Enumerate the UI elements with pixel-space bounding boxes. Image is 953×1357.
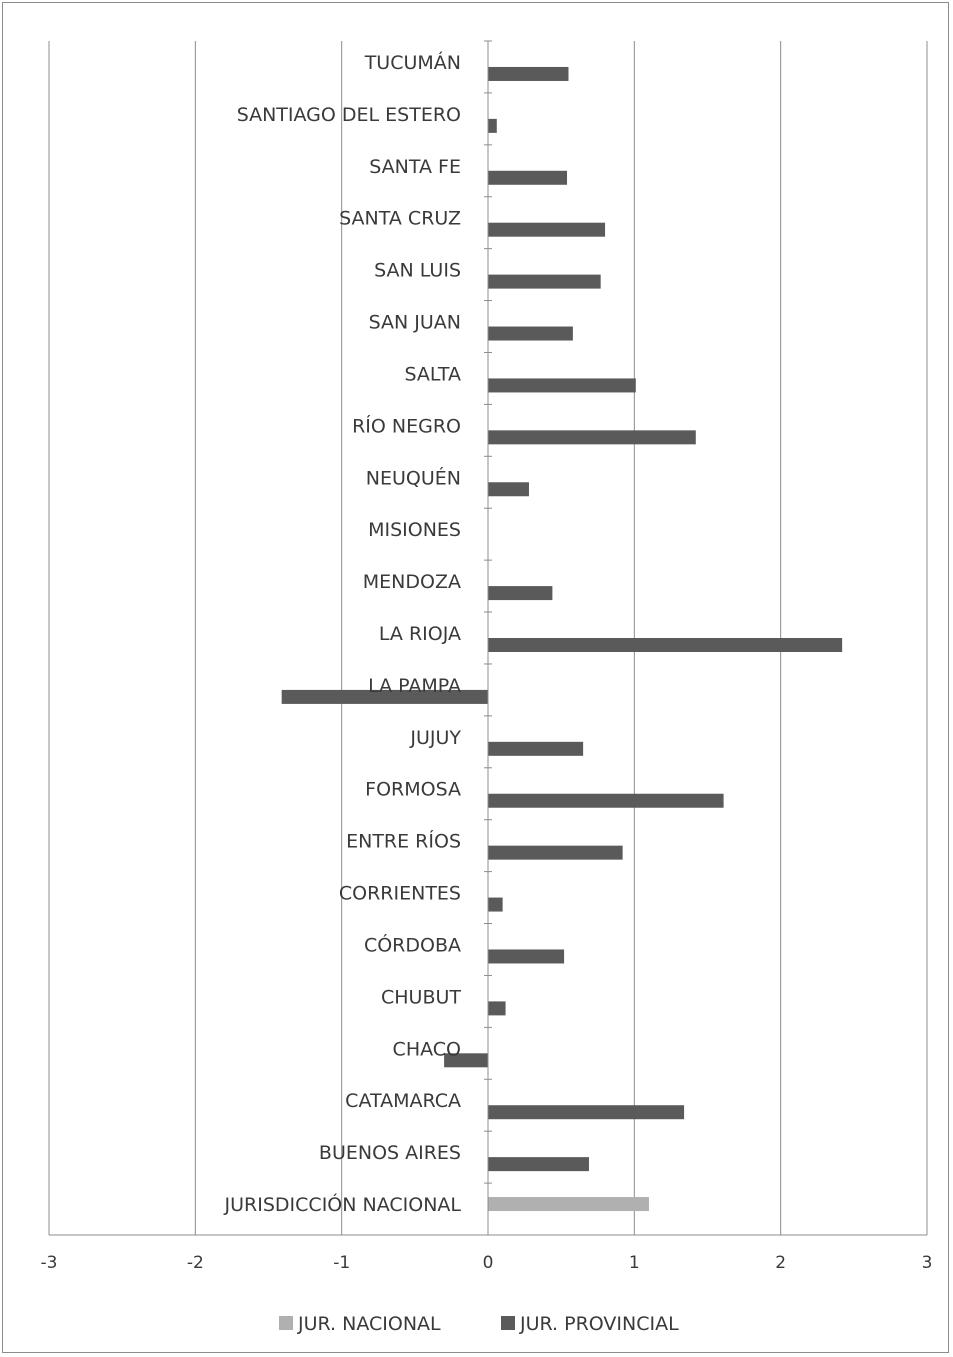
x-tick-label-2: -1: [333, 1253, 350, 1273]
bar-jur-provincial-cordoba: [488, 949, 565, 964]
legend-label-jur-provincial: JUR. PROVINCIAL: [519, 1313, 679, 1335]
category-label-santa-fe: SANTA FE: [369, 156, 461, 178]
x-tick-label-3: 0: [483, 1253, 494, 1273]
category-label-santa-cruz: SANTA CRUZ: [339, 208, 461, 230]
bar-jur-provincial-neuquen: [488, 482, 529, 497]
x-tick-label-6: 3: [922, 1253, 933, 1273]
bar-jur-nacional-jurisdiccion-nacional: [488, 1197, 649, 1212]
legend-swatch-jur-nacional: [279, 1316, 293, 1330]
bar-jur-provincial-san-luis: [488, 274, 601, 289]
category-label-rio-negro: RÍO NEGRO: [352, 414, 461, 437]
bar-jur-provincial-la-pampa: [281, 689, 488, 704]
bar-jur-provincial-corrientes: [488, 897, 503, 912]
legend-label-jur-nacional: JUR. NACIONAL: [297, 1313, 441, 1335]
x-tick-label-0: -3: [41, 1253, 58, 1273]
bar-jur-provincial-catamarca: [488, 1105, 685, 1120]
bar-jur-provincial-formosa: [488, 793, 724, 808]
bar-jur-provincial-mendoza: [488, 586, 553, 601]
x-tick-label-1: -2: [187, 1253, 204, 1273]
legend: JUR. NACIONAL JUR. PROVINCIAL: [279, 1313, 679, 1335]
x-tick-label-5: 2: [775, 1253, 786, 1273]
category-label-jujuy: JUJUY: [409, 727, 461, 749]
bars: [281, 66, 843, 1212]
bar-jur-provincial-santa-fe: [488, 170, 568, 185]
x-tick-labels: -3 -2 -1 0 1 2 3: [41, 1253, 933, 1273]
bar-jur-provincial-entre-rios: [488, 845, 623, 860]
category-label-san-juan: SAN JUAN: [369, 312, 461, 334]
bar-jur-provincial-salta: [488, 378, 636, 393]
category-label-la-rioja: LA RIOJA: [379, 623, 461, 645]
category-label-cordoba: CÓRDOBA: [364, 932, 461, 956]
bar-jur-provincial-buenos-aires: [488, 1157, 589, 1172]
bar-jur-provincial-chubut: [488, 1001, 506, 1016]
bar-jur-provincial-jujuy: [488, 741, 584, 756]
category-label-misiones: MISIONES: [368, 519, 461, 541]
bar-jur-provincial-san-juan: [488, 326, 573, 341]
category-label-mendoza: MENDOZA: [363, 571, 461, 593]
x-tick-label-4: 1: [629, 1253, 640, 1273]
bar-jur-provincial-la-rioja: [488, 638, 843, 652]
category-label-buenos-aires: BUENOS AIRES: [319, 1142, 461, 1164]
category-label-santiago-del-estero: SANTIAGO DEL ESTERO: [237, 104, 461, 126]
category-label-tucuman: TUCUMÁN: [364, 51, 461, 74]
category-label-corrientes: CORRIENTES: [339, 883, 461, 905]
bar-chart: TUCUMÁN SANTIAGO DEL ESTERO SANTA FE SANTA …: [41, 40, 933, 1335]
category-label-jurisdiccion-nacional: JURISDICCIÓN NACIONAL: [224, 1192, 462, 1216]
bar-jur-provincial-santa-cruz: [488, 222, 606, 237]
category-label-la-pampa: LA PAMPA: [368, 675, 461, 697]
category-label-chubut: CHUBUT: [381, 986, 461, 1008]
category-label-catamarca: CATAMARCA: [345, 1090, 461, 1112]
category-label-neuquen: NEUQUÉN: [366, 466, 461, 489]
bar-jur-provincial-rio-negro: [488, 430, 696, 445]
category-label-san-luis: SAN LUIS: [374, 260, 461, 282]
bar-jur-provincial-santiago-del-estero: [488, 118, 497, 133]
legend-swatch-jur-provincial: [501, 1316, 515, 1330]
category-label-formosa: FORMOSA: [365, 779, 461, 801]
category-label-entre-rios: ENTRE RÍOS: [346, 830, 461, 853]
bar-jur-provincial-chaco: [444, 1053, 488, 1068]
axes: [49, 40, 927, 1236]
category-label-chaco: CHACO: [393, 1038, 461, 1060]
category-label-salta: SALTA: [404, 363, 461, 385]
bar-jur-provincial-tucuman: [488, 66, 569, 81]
category-labels: TUCUMÁN SANTIAGO DEL ESTERO SANTA FE SANTA …: [224, 51, 462, 1216]
